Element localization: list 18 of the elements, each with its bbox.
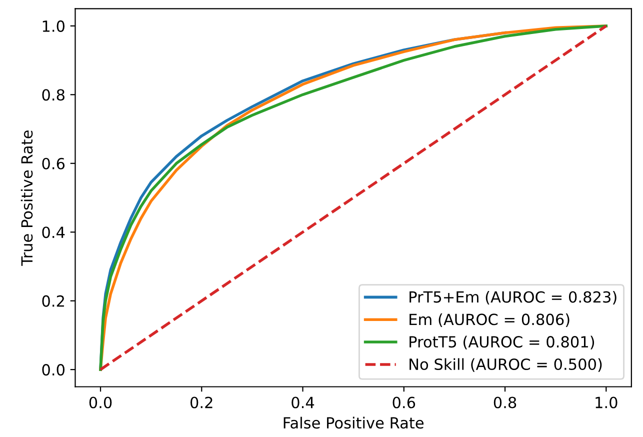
legend-label: Em (AUROC = 0.806) [410, 313, 570, 327]
x-tick-label: 0.8 [494, 396, 516, 408]
x-tick-label: 0.6 [392, 396, 416, 408]
legend-label: ProtT5 (AUROC = 0.801) [410, 336, 594, 350]
y-tick-label: 0.6 [42, 158, 65, 170]
legend-label: PrT5+Em (AUROC = 0.823) [410, 290, 616, 305]
y-tick-label: 0.4 [42, 226, 65, 238]
y-tick-label: 1.0 [42, 20, 64, 32]
x-tick-label: 0.2 [190, 396, 212, 408]
x-tick-label: 0.0 [89, 396, 112, 408]
legend-label: No Skill (AUROC = 0.500) [410, 358, 602, 372]
x-axis-title: False Positive Rate [284, 416, 424, 429]
y-axis-title: True Positive Rate [20, 130, 33, 266]
y-tick-label: 0.2 [42, 295, 64, 307]
y-tick-label: 0.8 [42, 89, 64, 101]
x-tick-label: 1.0 [596, 396, 618, 408]
x-tick-label: 0.4 [292, 396, 314, 408]
y-tick-label: 0.0 [42, 364, 64, 376]
